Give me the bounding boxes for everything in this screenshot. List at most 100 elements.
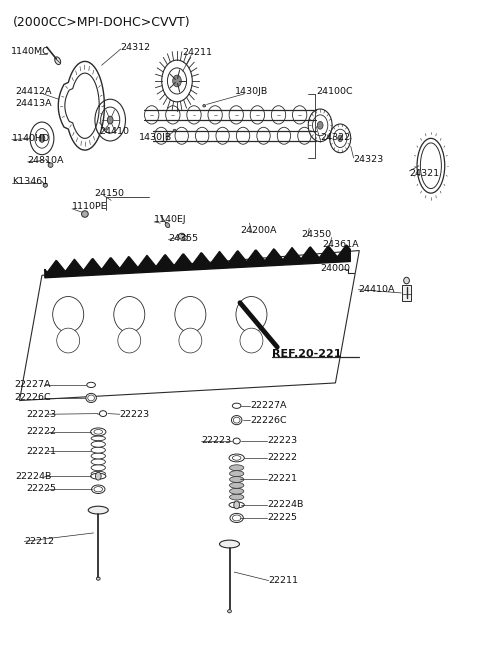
Ellipse shape: [271, 105, 286, 124]
Text: 22227A: 22227A: [15, 380, 51, 389]
Ellipse shape: [183, 236, 188, 240]
Circle shape: [39, 134, 45, 142]
Ellipse shape: [175, 127, 188, 144]
Text: 22224B: 22224B: [268, 500, 304, 510]
Circle shape: [312, 115, 328, 136]
Text: 22225: 22225: [268, 514, 298, 523]
Text: 24000: 24000: [320, 265, 350, 273]
Ellipse shape: [91, 474, 106, 479]
Ellipse shape: [92, 485, 105, 493]
Ellipse shape: [216, 127, 229, 144]
Ellipse shape: [232, 515, 241, 521]
Ellipse shape: [91, 459, 106, 465]
Text: 22223: 22223: [120, 410, 150, 419]
Text: 22225: 22225: [26, 484, 56, 493]
Ellipse shape: [91, 465, 106, 471]
Text: 22226C: 22226C: [251, 416, 287, 424]
Ellipse shape: [48, 163, 53, 168]
Ellipse shape: [114, 297, 145, 332]
Text: 24100C: 24100C: [316, 87, 353, 96]
Ellipse shape: [277, 127, 291, 144]
Ellipse shape: [229, 465, 244, 471]
Circle shape: [338, 135, 343, 141]
Ellipse shape: [240, 328, 263, 353]
Circle shape: [162, 60, 192, 102]
Circle shape: [101, 107, 120, 133]
Text: 1430JB: 1430JB: [235, 87, 268, 96]
Circle shape: [317, 121, 323, 129]
Ellipse shape: [229, 502, 244, 508]
Circle shape: [95, 99, 125, 141]
Text: 24200A: 24200A: [240, 227, 276, 235]
Ellipse shape: [57, 328, 80, 353]
Ellipse shape: [233, 417, 240, 423]
Ellipse shape: [82, 211, 88, 217]
Ellipse shape: [175, 297, 206, 332]
Ellipse shape: [91, 436, 106, 441]
Text: 24810A: 24810A: [28, 156, 64, 165]
Text: 24321: 24321: [409, 169, 440, 178]
Ellipse shape: [55, 57, 60, 65]
Ellipse shape: [230, 514, 243, 523]
Text: 1140HD: 1140HD: [12, 134, 50, 143]
Text: 24350: 24350: [301, 231, 331, 239]
Ellipse shape: [232, 403, 241, 408]
Text: 22226C: 22226C: [15, 393, 51, 402]
Ellipse shape: [208, 105, 222, 124]
Ellipse shape: [257, 127, 270, 144]
Text: 24211: 24211: [183, 48, 213, 57]
Text: 24410A: 24410A: [359, 285, 395, 294]
Text: 24361A: 24361A: [322, 240, 359, 248]
Ellipse shape: [91, 428, 106, 436]
Ellipse shape: [228, 610, 231, 613]
Ellipse shape: [187, 105, 201, 124]
Text: 1140EJ: 1140EJ: [154, 215, 187, 225]
Circle shape: [330, 124, 351, 153]
Text: 22223: 22223: [201, 436, 231, 445]
Ellipse shape: [417, 138, 445, 193]
Text: 1140MC: 1140MC: [11, 47, 50, 56]
Ellipse shape: [91, 472, 106, 476]
Ellipse shape: [91, 447, 106, 453]
Ellipse shape: [292, 105, 307, 124]
Circle shape: [35, 128, 49, 148]
Text: 24410: 24410: [99, 127, 129, 136]
Text: 22221: 22221: [268, 474, 298, 483]
Ellipse shape: [233, 438, 240, 444]
Text: (2000CC>MPI-DOHC>CVVT): (2000CC>MPI-DOHC>CVVT): [13, 16, 191, 29]
Ellipse shape: [118, 328, 141, 353]
Ellipse shape: [203, 104, 205, 107]
Ellipse shape: [179, 233, 185, 239]
Text: 1110PE: 1110PE: [72, 202, 108, 212]
Text: 22222: 22222: [26, 427, 56, 436]
Ellipse shape: [219, 540, 240, 548]
Text: 22223: 22223: [26, 410, 56, 419]
Text: 24312: 24312: [120, 43, 151, 52]
Ellipse shape: [404, 277, 409, 284]
Circle shape: [234, 501, 240, 509]
Ellipse shape: [195, 127, 209, 144]
Ellipse shape: [144, 105, 159, 124]
Ellipse shape: [88, 506, 108, 514]
Ellipse shape: [229, 494, 244, 500]
Text: 22223: 22223: [268, 436, 298, 445]
Ellipse shape: [229, 488, 244, 494]
Ellipse shape: [87, 383, 96, 388]
Text: 24412A: 24412A: [16, 87, 52, 96]
Text: 22222: 22222: [268, 453, 298, 462]
Text: 22212: 22212: [24, 537, 54, 546]
Ellipse shape: [94, 487, 103, 492]
Ellipse shape: [229, 454, 244, 462]
Circle shape: [168, 68, 187, 94]
Circle shape: [96, 472, 101, 480]
Ellipse shape: [229, 105, 243, 124]
Text: 24413A: 24413A: [16, 100, 52, 108]
Ellipse shape: [250, 105, 264, 124]
Ellipse shape: [91, 441, 106, 447]
Text: K13461: K13461: [12, 177, 48, 186]
Ellipse shape: [86, 394, 96, 403]
Ellipse shape: [88, 395, 95, 401]
Circle shape: [308, 109, 332, 141]
Ellipse shape: [229, 471, 244, 477]
Circle shape: [30, 122, 54, 155]
